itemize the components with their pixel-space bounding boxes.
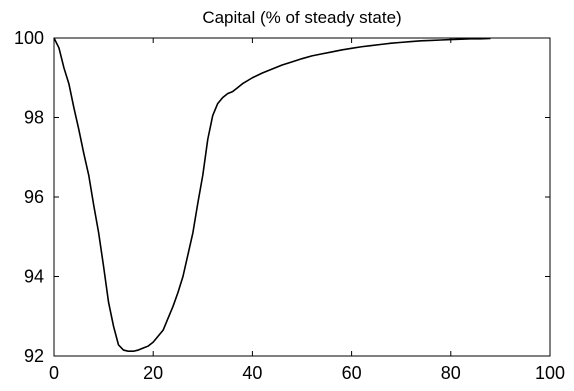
chart-title: Capital (% of steady state)	[202, 8, 401, 27]
x-tick-labels: 0 20 40 60 80 100	[49, 363, 565, 383]
x-tick-label: 20	[143, 363, 163, 383]
x-tick-label: 60	[342, 363, 362, 383]
series-line	[53, 37, 491, 353]
y-tick-labels: 92 94 96 98 100	[14, 28, 44, 366]
y-tick-label: 92	[24, 346, 44, 366]
x-tick-label: 40	[242, 363, 262, 383]
plot-area-frame	[53, 37, 551, 357]
x-tick-label: 80	[441, 363, 461, 383]
y-tick-label: 94	[24, 267, 44, 287]
x-tick-label: 0	[49, 363, 59, 383]
y-tick-label: 96	[24, 187, 44, 207]
tick-marks	[53, 37, 551, 357]
y-tick-label: 100	[14, 28, 44, 48]
series-lines	[53, 37, 491, 353]
y-tick-label: 98	[24, 108, 44, 128]
x-tick-label: 100	[535, 363, 565, 383]
